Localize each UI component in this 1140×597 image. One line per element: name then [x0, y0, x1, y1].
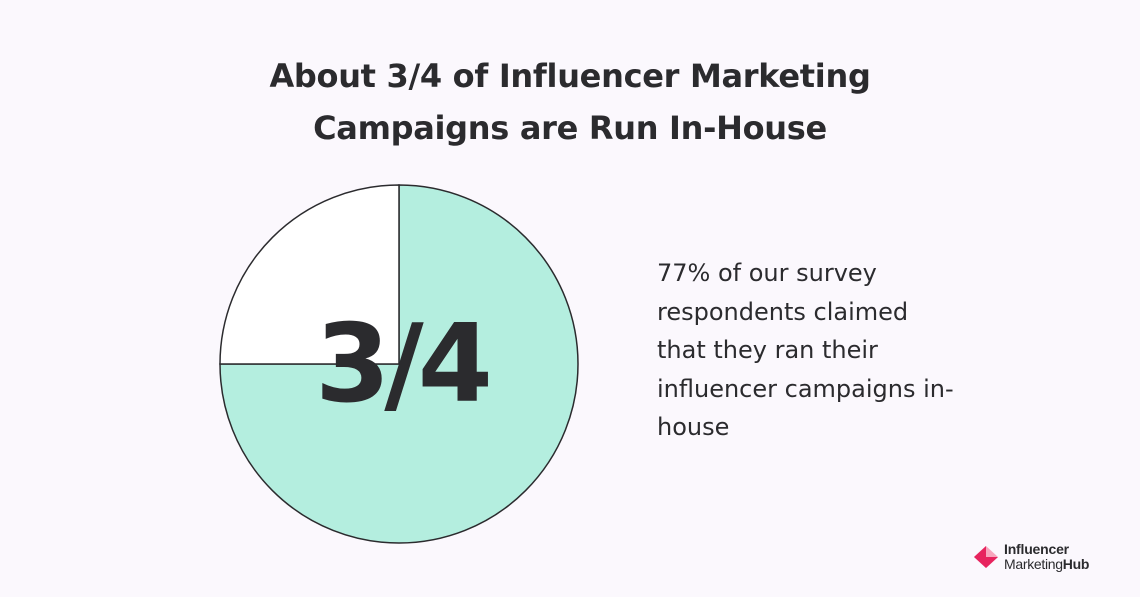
pie-slice-2 [219, 184, 400, 365]
pie-chart: 3/4 [218, 183, 580, 545]
logo-line-2-b: Hub [1062, 556, 1090, 572]
logo-line-2: MarketingHub [1004, 557, 1089, 572]
influencer-marketing-hub-logo-icon [974, 546, 998, 568]
influencer-marketing-hub-logo: Influencer MarketingHub [968, 540, 1128, 574]
survey-description: 77% of our survey respondents claimed th… [657, 259, 954, 441]
chart-title: About 3/4 of Influencer Marketing Campai… [0, 50, 1140, 154]
pie-slice-1 [219, 184, 579, 544]
logo-text: Influencer MarketingHub [1004, 542, 1089, 572]
pie-center-label: 3/4 [315, 301, 493, 427]
pie-chart-svg [219, 184, 579, 544]
logo-line-1: Influencer [1004, 541, 1069, 557]
chart-title-line-2: Campaigns are Run In-House [313, 109, 827, 147]
chart-title-line-1: About 3/4 of Influencer Marketing [269, 57, 871, 95]
logo-line-2-a: Marketing [1004, 556, 1063, 572]
